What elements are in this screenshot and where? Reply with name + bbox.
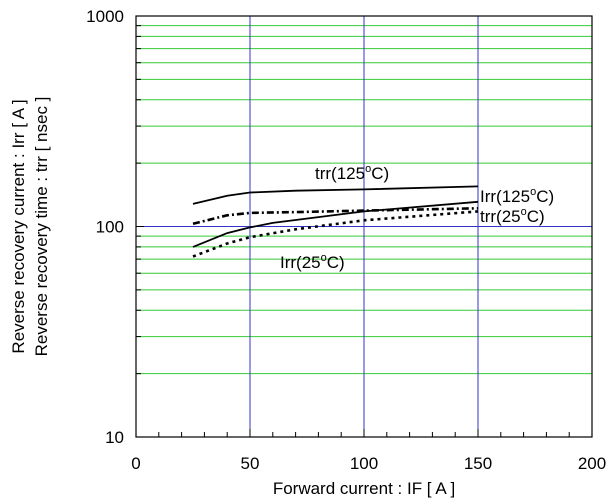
series-labels: trr(125oC) Irr(125oC)trr(25oC) Irr(25oC) [280,163,554,272]
series-label: Irr(125oC) [480,186,554,206]
y-tick-label: 10 [105,428,124,447]
y-axis-label-current: Reverse recovery current : Irr [ A ] [9,99,28,353]
series-line [192,207,479,226]
y-tick-label: 1000 [86,7,124,26]
series-line [192,210,479,258]
y-tick-label: 100 [96,218,124,237]
x-tick-label: 100 [350,454,378,473]
tick-labels: 0 50 100 150 200 10 100 1000 [86,7,606,473]
x-tick-label: 50 [241,454,260,473]
series-label: trr(25oC) [480,206,545,226]
x-axis-label: Forward current : IF [ A ] [273,479,455,498]
x-tick-label: 200 [578,454,606,473]
axis-ticks [135,25,593,438]
y-axis-label-time: Reverse recovery time : trr [ nsec ] [32,97,51,357]
x-tick-label: 0 [131,454,140,473]
series-label: Irr(25oC) [280,252,345,272]
series-lines [192,185,479,258]
series-label: trr(125oC) [315,163,389,183]
x-tick-label: 150 [464,454,492,473]
series-line [192,185,479,205]
